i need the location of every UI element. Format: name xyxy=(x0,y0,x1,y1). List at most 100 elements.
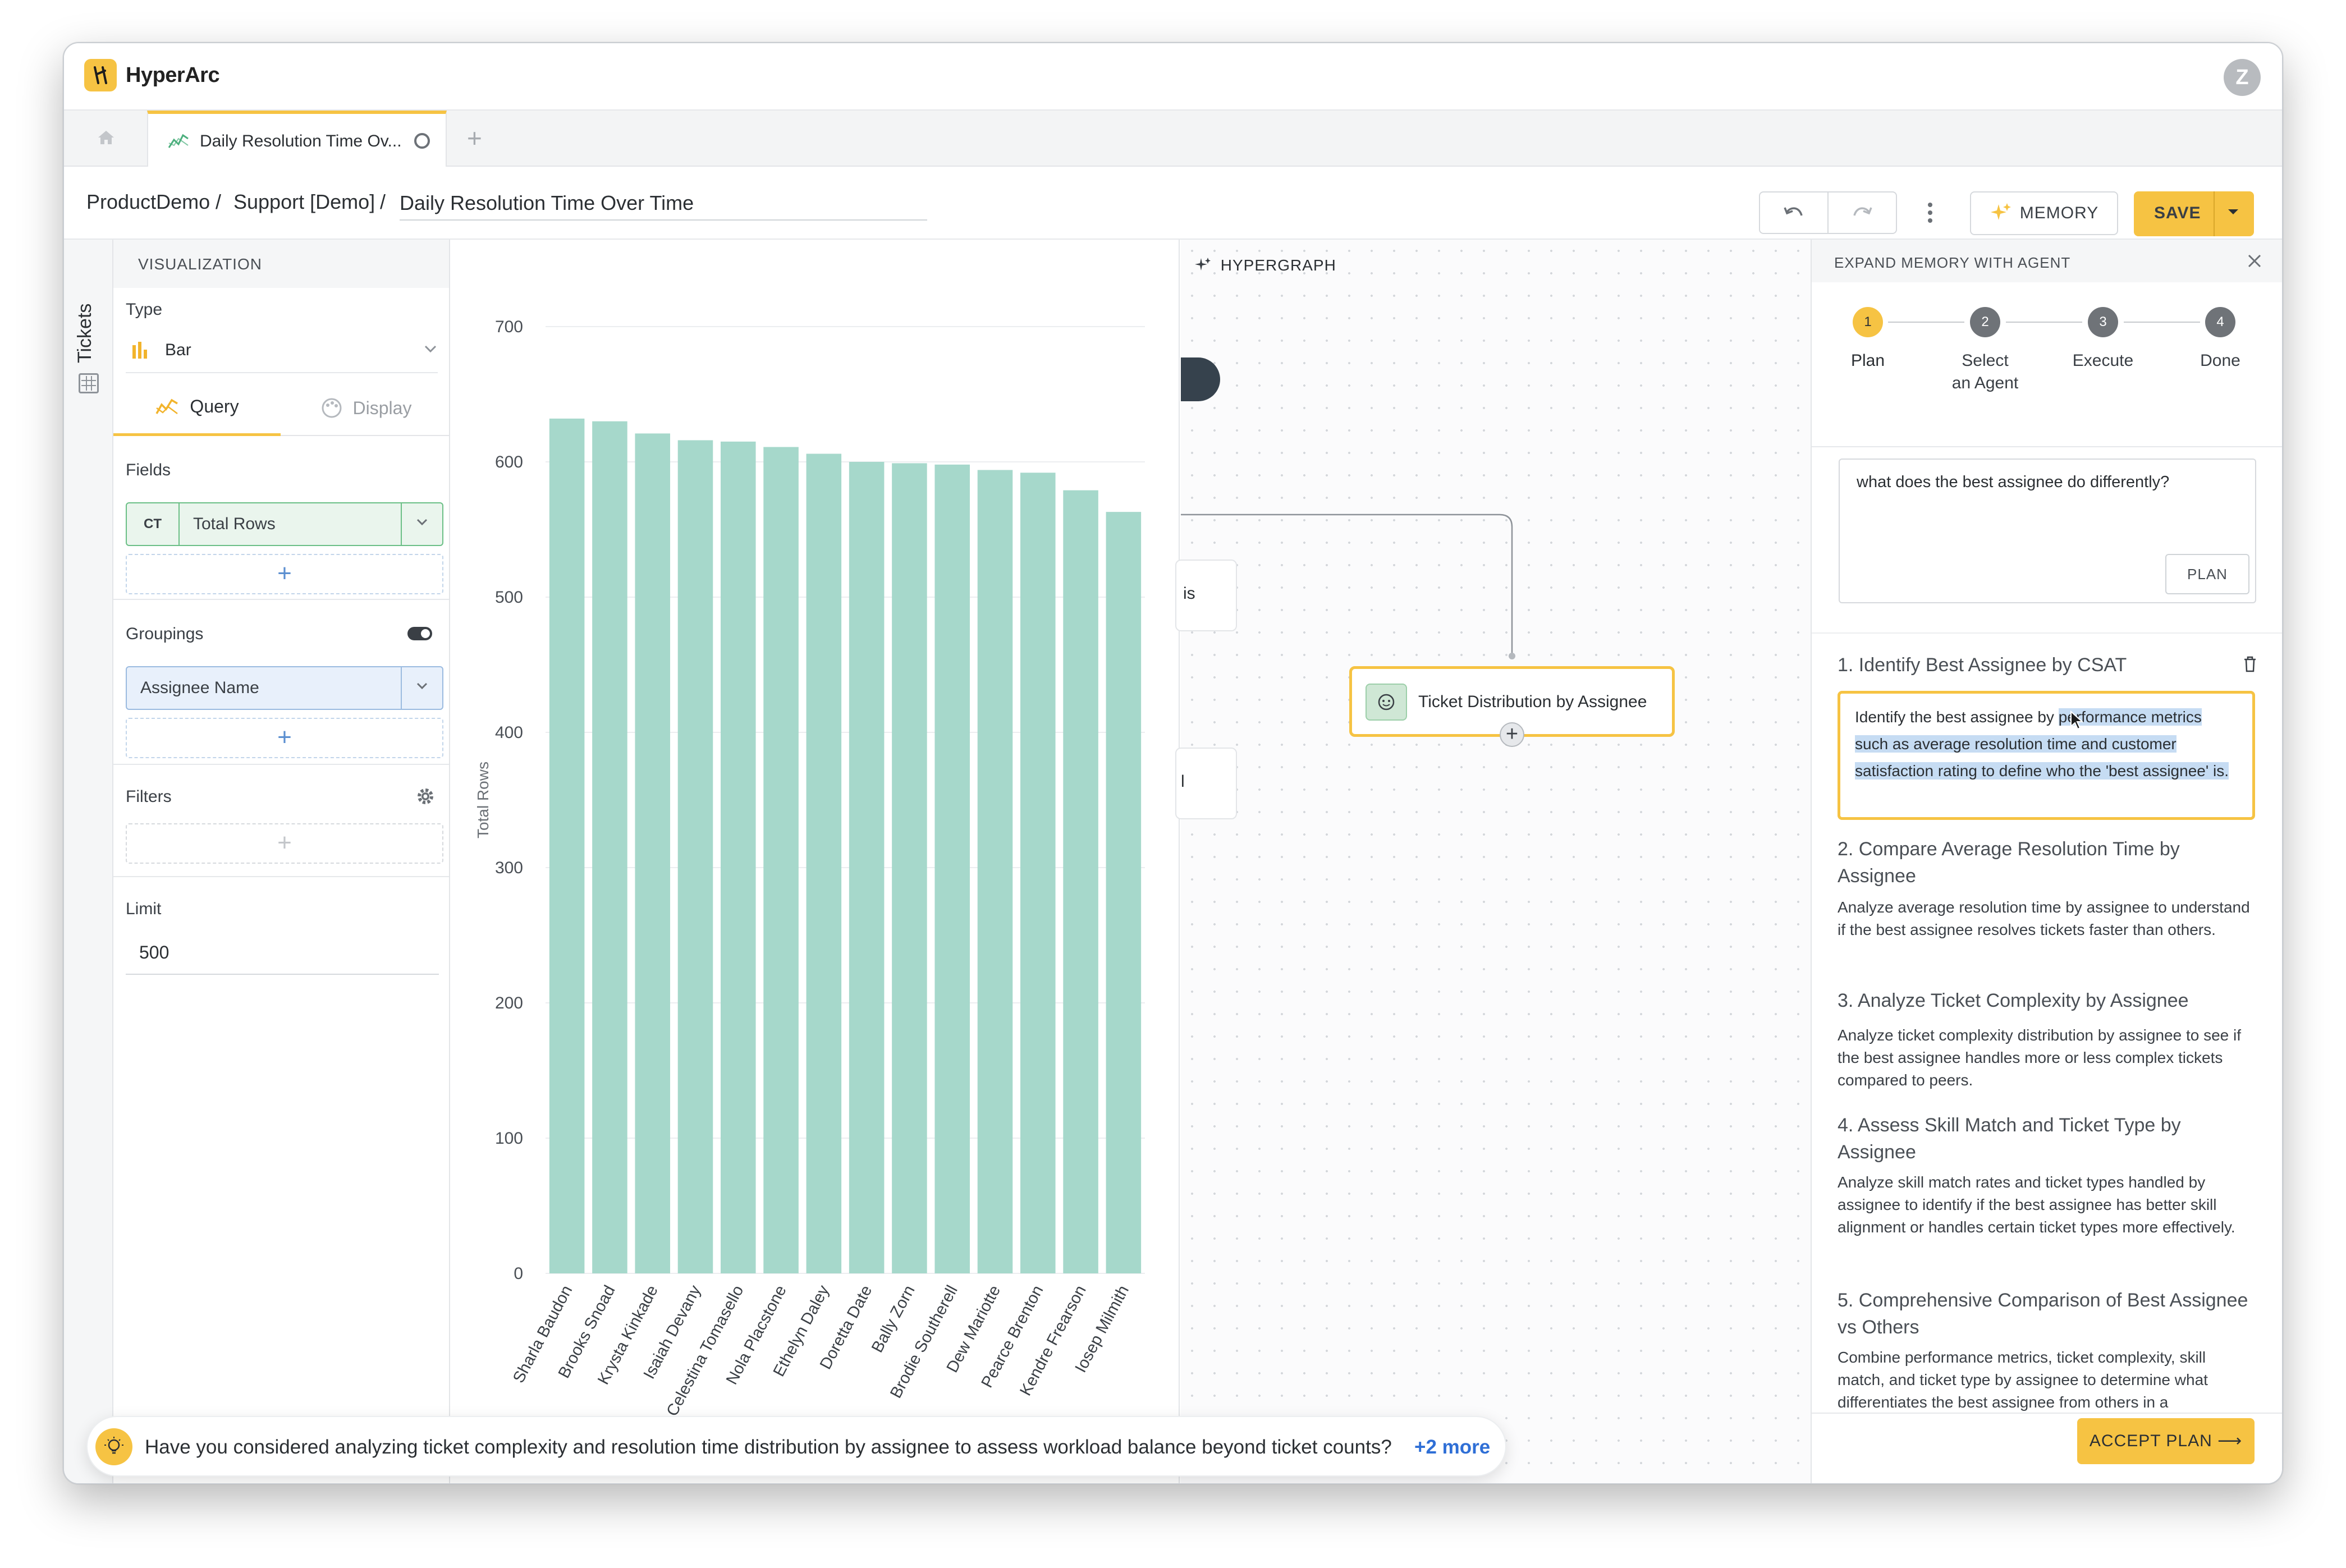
fields-section: Fields CT Total Rows + xyxy=(113,436,449,600)
grouping-chevron-icon[interactable] xyxy=(401,667,442,709)
limit-label: Limit xyxy=(126,900,162,918)
memory-label: MEMORY xyxy=(2019,204,2099,222)
palette-icon xyxy=(322,398,342,418)
suggestion-more-link[interactable]: +2 more xyxy=(1414,1436,1491,1458)
graph-edge xyxy=(1181,514,1515,659)
breadcrumb-folder[interactable]: Support [Demo] xyxy=(233,190,375,213)
y-axis-label: Total Rows xyxy=(474,762,492,838)
hypergraph-title: HYPERGRAPH xyxy=(1220,256,1336,274)
limit-input[interactable]: 500 xyxy=(126,936,439,975)
suggestion-bar[interactable]: Have you considered analyzing ticket com… xyxy=(86,1416,1506,1477)
app-window: HyperArc Z Daily Resolution Time Ov... +… xyxy=(63,42,2283,1484)
grouping-value: Assignee Name xyxy=(140,678,259,697)
plan-button[interactable]: PLAN xyxy=(2165,554,2249,594)
left-rail: Tickets xyxy=(64,240,113,1483)
y-tick-label: 300 xyxy=(495,859,523,877)
graph-node-partial[interactable]: l xyxy=(1175,748,1237,819)
type-value: Bar xyxy=(165,341,191,359)
close-icon[interactable] xyxy=(2246,251,2263,274)
field-total-rows[interactable]: CT Total Rows xyxy=(126,502,443,546)
node-avatar-icon xyxy=(1366,684,1407,721)
prompt-text: what does the best assignee do different… xyxy=(1857,473,2170,491)
bar xyxy=(806,453,842,1273)
save-dropdown-icon[interactable] xyxy=(2226,203,2240,222)
groupings-toggle[interactable] xyxy=(407,627,432,640)
step-select-agent: 2 Select an Agent xyxy=(1929,307,2041,395)
bar xyxy=(1063,490,1098,1273)
home-icon[interactable] xyxy=(86,127,126,152)
tab-query[interactable]: Query xyxy=(113,380,281,436)
plan-step-editor[interactable]: Identify the best assignee by performanc… xyxy=(1838,691,2255,820)
agent-prompt-input[interactable]: what does the best assignee do different… xyxy=(1839,459,2256,603)
gear-icon[interactable] xyxy=(415,786,436,809)
add-filter-button[interactable]: + xyxy=(126,823,443,864)
add-node-button[interactable]: + xyxy=(1500,722,1524,747)
breadcrumb-separator: / xyxy=(380,190,386,213)
type-label: Type xyxy=(126,300,163,319)
page-title-input[interactable]: Daily Resolution Time Over Time xyxy=(400,189,927,221)
add-field-button[interactable]: + xyxy=(126,554,443,594)
step-number: 1 xyxy=(1853,307,1883,337)
graph-node-dark[interactable] xyxy=(1181,357,1220,401)
graph-node-partial[interactable]: is xyxy=(1175,560,1237,631)
step-name: Select an Agent xyxy=(1951,351,2019,392)
trash-icon[interactable] xyxy=(2243,655,2257,676)
add-grouping-button[interactable]: + xyxy=(126,718,443,758)
bar xyxy=(721,441,756,1273)
bar xyxy=(849,462,885,1273)
step-done: 4 Done xyxy=(2164,307,2276,372)
filters-section: Filters + xyxy=(113,765,449,877)
step-connector xyxy=(2006,322,2082,323)
plan-step-title[interactable]: 5. Comprehensive Comparison of Best Assi… xyxy=(1838,1290,2248,1338)
more-options-icon[interactable] xyxy=(1916,191,1944,234)
step-execute: 3 Execute xyxy=(2047,307,2159,372)
new-tab-icon[interactable]: + xyxy=(467,123,482,153)
field-chevron-icon[interactable] xyxy=(401,503,442,545)
sparkle-icon xyxy=(1990,203,2011,220)
brand-name: HyperArc xyxy=(126,63,220,87)
visualization-panel: VISUALIZATION Type Bar Query Display Fie… xyxy=(113,240,450,1483)
table-icon[interactable] xyxy=(79,373,99,393)
undo-button[interactable] xyxy=(1759,191,1829,234)
hypergraph-canvas[interactable]: HYPERGRAPH is l Ticket Distribution by A… xyxy=(1175,240,1811,1483)
tab-display[interactable]: Display xyxy=(282,380,450,436)
tab-display-label: Display xyxy=(352,397,412,418)
undo-icon xyxy=(1784,207,1803,216)
y-tick-label: 0 xyxy=(514,1264,523,1283)
memory-button[interactable]: MEMORY xyxy=(1970,191,2118,235)
plan-step-title[interactable]: 3. Analyze Ticket Complexity by Assignee xyxy=(1838,990,2189,1011)
step-connector xyxy=(1888,322,1964,323)
plan-step-title[interactable]: 2. Compare Average Resolution Time by As… xyxy=(1838,838,2180,887)
user-avatar[interactable]: Z xyxy=(2224,59,2261,96)
chevron-down-icon xyxy=(423,343,438,357)
save-button[interactable]: SAVE xyxy=(2134,191,2254,236)
y-tick-label: 200 xyxy=(495,994,523,1012)
accept-plan-button[interactable]: ACCEPT PLAN ⟶ xyxy=(2077,1418,2255,1464)
type-select[interactable]: Bar xyxy=(126,328,438,373)
hyperarc-logo[interactable] xyxy=(84,59,117,91)
bar xyxy=(635,433,670,1273)
bar xyxy=(763,447,799,1273)
breadcrumb: ProductDemo / Support [Demo] / Daily Res… xyxy=(64,167,2282,240)
visualization-header: VISUALIZATION xyxy=(113,240,449,288)
node-label: Ticket Distribution by Assignee xyxy=(1418,693,1647,711)
rail-tickets-label[interactable]: Tickets xyxy=(74,303,95,363)
tab-daily-resolution[interactable]: Daily Resolution Time Ov... xyxy=(147,111,447,167)
app-header: HyperArc Z xyxy=(64,43,2282,111)
step-name: Execute xyxy=(2072,351,2134,370)
tab-label: Daily Resolution Time Ov... xyxy=(200,132,402,150)
cursor-icon xyxy=(2070,710,2084,730)
breadcrumb-root[interactable]: ProductDemo xyxy=(86,190,210,213)
grouping-assignee-name[interactable]: Assignee Name xyxy=(126,666,443,710)
plan-step-title[interactable]: 1. Identify Best Assignee by CSAT xyxy=(1838,654,2127,676)
step-number: 3 xyxy=(2088,307,2118,337)
bar-chart-icon xyxy=(130,340,150,363)
redo-button[interactable] xyxy=(1827,191,1897,234)
plan-step-title[interactable]: 4. Assess Skill Match and Ticket Type by… xyxy=(1838,1115,2181,1163)
bar xyxy=(892,463,927,1273)
agent-header: EXPAND MEMORY WITH AGENT xyxy=(1812,240,2282,282)
ticket-distribution-node[interactable]: Ticket Distribution by Assignee xyxy=(1349,666,1675,737)
tab-close-icon[interactable] xyxy=(414,133,430,149)
field-tag: CT xyxy=(127,503,180,545)
